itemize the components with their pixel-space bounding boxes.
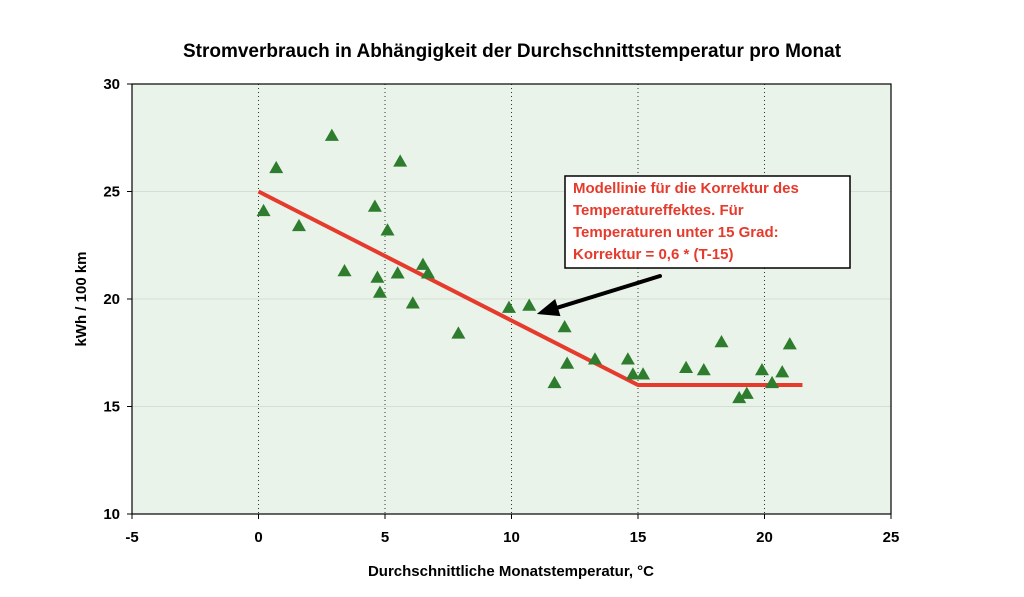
data-point-marker — [620, 352, 635, 365]
data-point-marker — [291, 218, 306, 232]
x-tick-label: 5 — [381, 529, 389, 546]
data-point-marker — [380, 223, 395, 236]
data-point-marker — [625, 367, 640, 380]
data-point-marker — [501, 300, 516, 313]
data-point-marker — [421, 266, 436, 279]
plot-border — [131, 83, 892, 515]
data-point-marker — [269, 160, 284, 174]
data-point-marker — [696, 362, 711, 376]
data-point-marker — [390, 266, 405, 279]
data-point-marker — [636, 367, 651, 380]
annotation-line-1: Modellinie für die Korrektur des — [573, 180, 799, 197]
annotation-box — [564, 175, 851, 269]
data-point-marker — [370, 270, 385, 283]
annotation: Modellinie für die Korrektur des Tempera… — [564, 175, 851, 269]
data-point-marker — [560, 356, 575, 369]
data-point-marker — [256, 203, 271, 217]
x-tick-label: -5 — [125, 529, 138, 546]
x-tick-label: 0 — [254, 529, 262, 546]
x-axis-label: Durchschnittliche Monatstemperatur, °C — [368, 563, 654, 580]
annotation-line-4: Korrektur = 0,6 * (T-15) — [573, 246, 733, 263]
x-tick-label: 10 — [503, 529, 520, 546]
y-axis-label: kWh / 100 km — [73, 251, 90, 346]
arrow-shaft — [555, 274, 662, 310]
data-point-marker — [547, 375, 562, 389]
y-tick-label: 15 — [103, 399, 120, 416]
data-point-marker — [522, 298, 537, 311]
data-series — [256, 128, 803, 404]
x-tick-label: 20 — [756, 529, 773, 546]
data-point-marker — [557, 319, 572, 333]
data-point-marker — [393, 154, 408, 167]
annotation-line-2: Temperatureffektes. Für — [573, 202, 744, 219]
data-point-marker — [372, 285, 387, 298]
data-point-marker — [754, 362, 769, 376]
model-line — [257, 189, 803, 387]
data-point-marker — [337, 264, 352, 277]
data-point-marker — [587, 352, 602, 365]
x-tick-label: 25 — [883, 529, 900, 546]
x-tick-label: 15 — [630, 529, 647, 546]
data-point-marker — [324, 128, 339, 141]
annotation-line-3: Temperaturen unter 15 Grad: — [573, 224, 779, 241]
data-point-marker — [739, 386, 754, 399]
arrow-head — [536, 298, 561, 317]
data-point-marker — [765, 375, 780, 389]
axes: 10 15 20 25 30 -5 0 5 10 15 20 25 — [103, 76, 899, 546]
data-point-marker — [732, 390, 747, 404]
y-tick-label: 30 — [103, 76, 120, 93]
data-point-marker — [775, 365, 790, 378]
data-point-marker — [415, 257, 430, 270]
y-tick-label: 20 — [103, 291, 120, 308]
data-point-marker — [679, 360, 694, 374]
data-point-marker — [782, 337, 797, 350]
chart-title: Stromverbrauch in Abhängigkeit der Durch… — [183, 41, 842, 62]
annotation-arrow — [536, 274, 662, 317]
data-point-marker — [714, 335, 729, 348]
y-tick-label: 10 — [103, 506, 120, 523]
data-point-marker — [451, 326, 466, 339]
data-point-marker — [367, 199, 382, 212]
y-tick-label: 25 — [103, 184, 120, 201]
data-point-marker — [405, 296, 420, 309]
